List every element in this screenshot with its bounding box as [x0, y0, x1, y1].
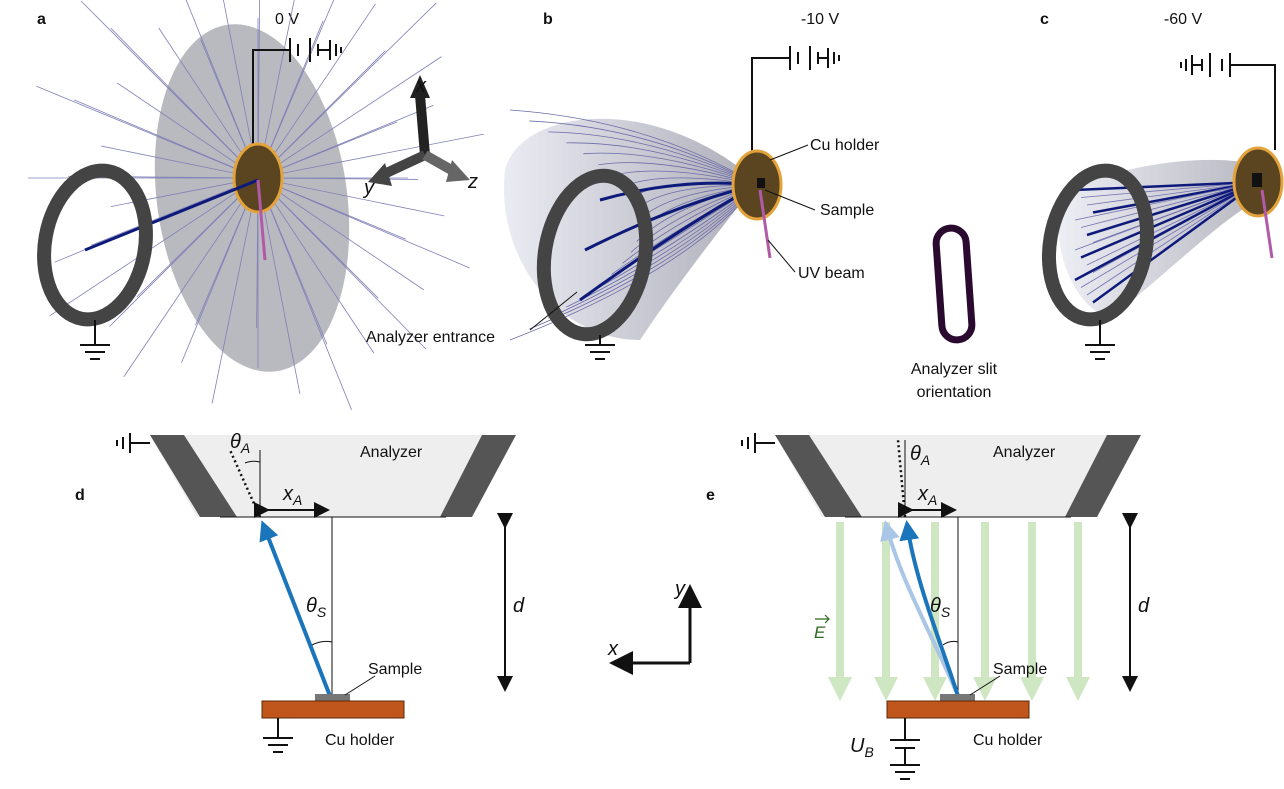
- caption: orientation: [917, 384, 992, 401]
- analyzer-label: Analyzer: [360, 444, 423, 461]
- leader-line: [345, 676, 375, 695]
- analyzer-slit: [935, 227, 973, 341]
- caption: Analyzer slit: [911, 361, 998, 378]
- bias-battery: [890, 718, 920, 779]
- battery: [1181, 53, 1275, 150]
- annotation: Cu holder: [810, 137, 880, 154]
- annotation: Cu holder: [973, 732, 1043, 749]
- axis-label: y: [673, 578, 686, 600]
- sample: [757, 178, 765, 188]
- annotation: Cu holder: [325, 732, 395, 749]
- panel-label: a: [37, 11, 46, 28]
- bias-label: UB: [850, 735, 874, 760]
- panel-label: b: [543, 11, 553, 28]
- ground: [117, 433, 150, 453]
- angle-arc: [943, 641, 958, 645]
- axis-label: y: [362, 177, 375, 199]
- ground: [742, 433, 775, 453]
- body: a 0 V x y z b -10 V Cu holder Sample UV …: [0, 0, 1284, 789]
- axis-label: z: [467, 171, 478, 193]
- sample: [1252, 173, 1262, 187]
- panel-label: e: [706, 487, 715, 504]
- axis-label: x: [607, 638, 619, 660]
- field-label: E: [814, 623, 826, 642]
- annotation: UV beam: [798, 265, 865, 282]
- voltage-label: 0 V: [275, 11, 299, 28]
- cu-holder: [234, 144, 282, 212]
- annotation: Sample: [368, 661, 422, 678]
- analyzer-label: Analyzer: [993, 444, 1056, 461]
- ground: [263, 718, 293, 752]
- dimension-label: d: [513, 595, 525, 617]
- angle-label: θS: [306, 595, 327, 620]
- vector-arrow: [815, 615, 829, 623]
- angle-label: θS: [930, 595, 951, 620]
- annotation: Sample: [820, 202, 874, 219]
- figure: a 0 V x y z b -10 V Cu holder Sample UV …: [0, 0, 1284, 789]
- panel-label: c: [1040, 11, 1049, 28]
- angle-arc: [312, 641, 332, 645]
- cu-holder: [887, 701, 1029, 718]
- sample: [315, 694, 350, 701]
- axes-2d: [615, 590, 690, 663]
- dimension-label: d: [1138, 595, 1150, 617]
- sample: [940, 694, 975, 701]
- axis-label: x: [415, 75, 427, 97]
- annotation: Analyzer entrance: [366, 329, 495, 346]
- page: Analyzer field diagram {"panel_a": {"lab…: [0, 0, 1284, 789]
- cu-holder: [262, 701, 404, 718]
- voltage-label: -60 V: [1164, 11, 1203, 28]
- panel-label: d: [75, 487, 85, 504]
- voltage-label: -10 V: [801, 11, 840, 28]
- annotation: Sample: [993, 661, 1047, 678]
- angle-label: θA: [230, 431, 250, 456]
